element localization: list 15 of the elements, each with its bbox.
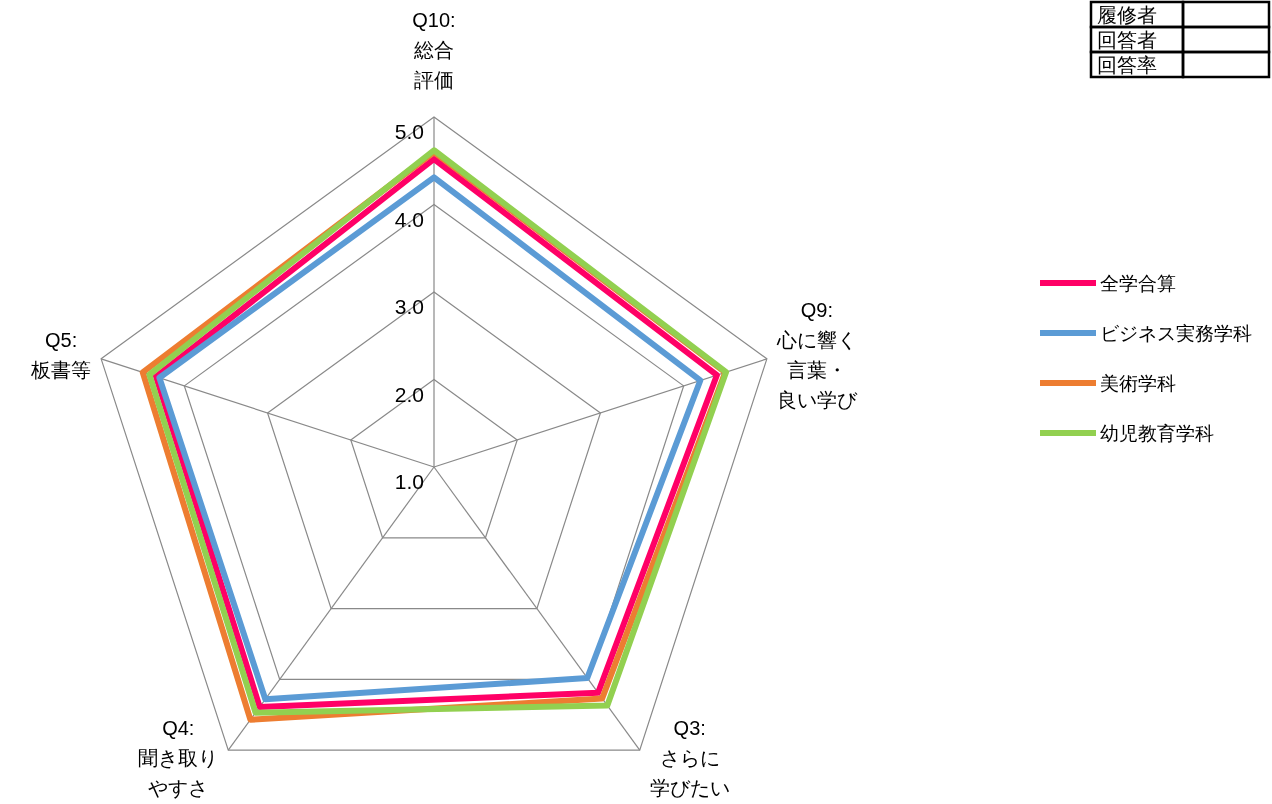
legend-label: 美術学科: [1100, 373, 1176, 394]
y-tick-label: 1.0: [394, 470, 424, 493]
legend-label: 幼児教育学科: [1100, 423, 1214, 444]
spoke-label: Q9:心に響く言葉・良い学び: [775, 298, 858, 411]
y-tick-label: 3.0: [394, 295, 424, 318]
spoke-label: Q3:さらに学びたい: [649, 717, 730, 800]
y-tick-label: 2.0: [394, 382, 424, 406]
spoke-label: Q4:聞き取りやすさ: [138, 717, 219, 800]
spoke-label: Q5:板書等: [30, 328, 92, 381]
legend-label: 全学合算: [1100, 273, 1176, 294]
y-tick-label: 4.0: [394, 207, 424, 231]
y-tick-label: 5.0: [394, 120, 424, 143]
legend-label: ビジネス実務学科: [1100, 323, 1252, 344]
response-table: 履修者 回答者 回答率: [1089, 0, 1271, 79]
spoke-label: Q10:総合評価: [412, 9, 456, 91]
